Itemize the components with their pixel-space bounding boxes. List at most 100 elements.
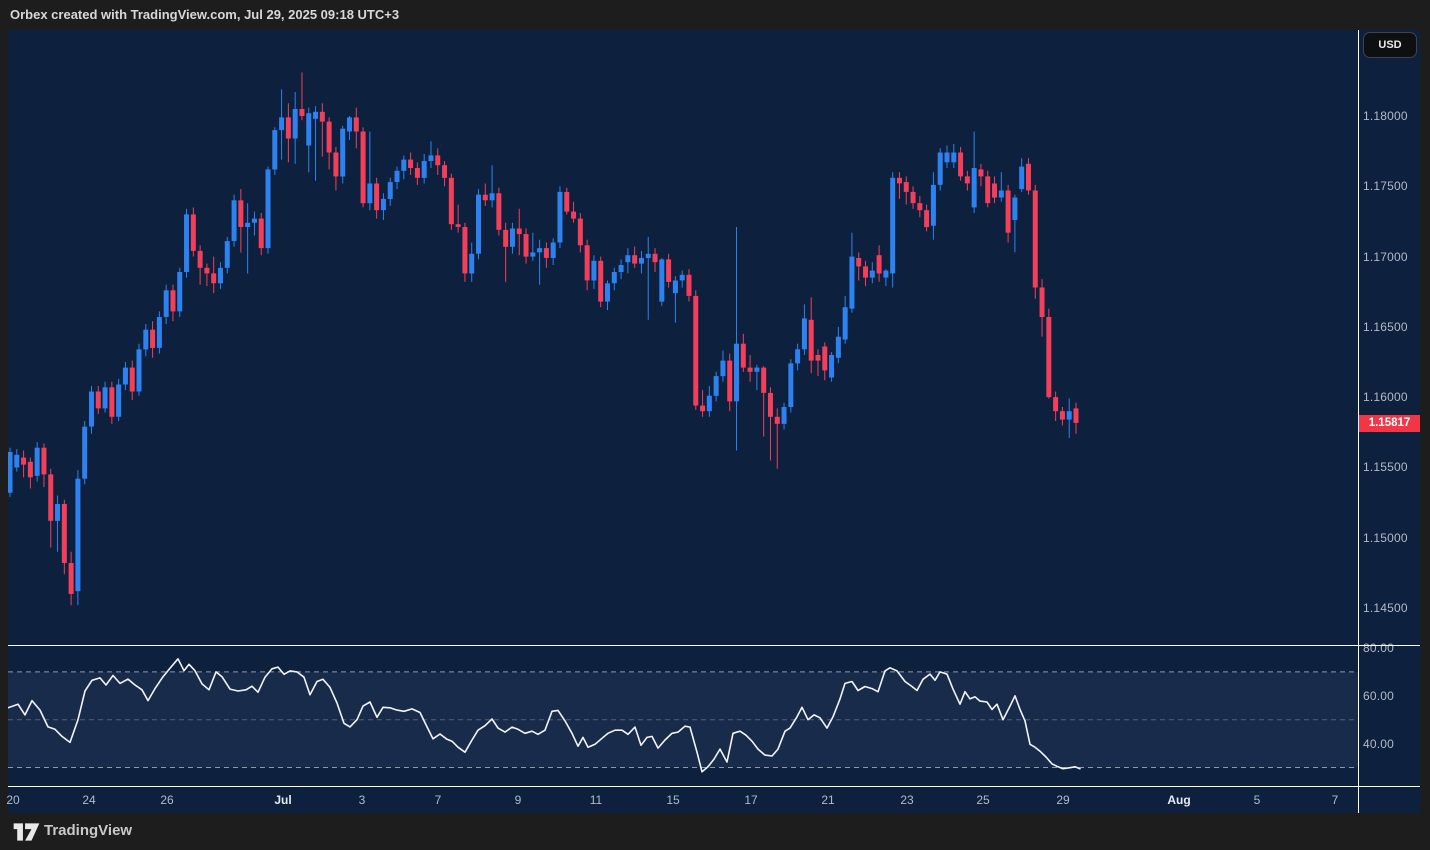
candle-body-down [61,504,67,563]
candle-body-down [727,360,733,402]
candle-wick [321,103,323,157]
candle-body-up [82,426,88,479]
candle-body-up [306,113,312,146]
candle-wick [647,236,649,320]
candle-body-up [530,252,536,257]
candle-body-up [116,384,122,417]
candle-wick [885,269,887,287]
candle-wick [763,366,765,437]
candle-body-down [571,211,577,219]
pane-separator-line[interactable] [8,645,1420,646]
candle-body-up [672,280,678,294]
candle-body-up [795,349,801,364]
tradingview-logo-icon[interactable] [13,822,40,842]
candle-body-down [917,203,923,211]
time-axis-label: 11 [589,793,603,807]
candle-body-up [346,117,352,132]
candle-body-down [448,177,454,225]
time-axis-label: 25 [976,793,990,807]
candle-wick [301,72,303,121]
candle-body-down [516,228,522,235]
candle-body-down [190,214,196,251]
candlestick-chart[interactable] [8,30,1358,645]
candle-body-up [625,255,631,263]
candle-wick [491,165,493,208]
candle-body-down [333,152,339,177]
candle-body-up [469,253,475,274]
candle-body-down [238,200,244,227]
candle-body-up [706,395,712,412]
candle-body-up [279,117,285,131]
time-axis-label: 7 [434,793,442,807]
candle-body-up [245,222,251,227]
price-axis-label: 1.15000 [1363,530,1408,545]
time-axis-label: 20 [6,793,20,807]
candle-body-up [605,283,610,302]
candle-body-down [503,229,509,247]
candle-body-up [102,387,108,409]
price-axis[interactable]: 1.18000 1.17500 1.17000 1.16500 1.16000 1.155… [1359,30,1420,813]
price-axis-border-line [1358,30,1359,813]
candle-body-down [258,218,264,249]
candle-body-up [842,307,848,340]
candle-body-up [265,169,271,249]
candle-body-down [129,367,135,392]
candle-body-down [21,457,27,465]
candle-body-up [550,242,556,258]
candle-body-down [109,387,115,417]
candle-body-up [829,355,835,378]
candle-body-up [428,155,434,161]
candle-body-up [8,452,13,493]
candle-body-up [224,241,230,268]
rsi-indicator-pane[interactable] [8,646,1358,786]
candle-body-down [285,117,291,139]
time-axis-label: 3 [358,793,366,807]
candle-body-down [197,250,203,268]
candle-body-down [584,245,590,281]
candle-body-up [801,318,807,350]
candle-body-up [489,193,495,201]
candle-body-up [292,109,298,139]
candle-wick [253,211,255,236]
chart-background [8,30,1420,813]
candle-body-down [496,193,502,230]
time-axis[interactable]: 20 24 26 Jul 3 7 9 11 15 17 21 23 25 29 Aug 5 7 [6,787,1358,813]
candle-body-up [1066,411,1072,420]
price-axis-label: 1.15500 [1363,460,1408,475]
candle-body-down [353,117,359,132]
candle-body-down [856,258,862,267]
candle-wick [206,263,208,287]
candle-wick [769,387,771,461]
header-bar: Orbex created with TradingView.com, Jul … [0,0,1430,30]
candle-body-up [367,183,373,204]
candle-body-down [170,290,176,312]
candle-body-up [184,214,190,272]
currency-badge[interactable]: USD [1363,32,1417,58]
candle-body-down [1073,408,1079,423]
candle-body-up [645,253,651,258]
rsi-axis-label: 60.00 [1363,688,1395,703]
candle-body-down [27,461,33,478]
candle-wick [57,495,59,552]
candle-body-up [163,290,169,317]
candle-body-down [808,319,814,361]
price-axis-label: 1.16000 [1363,390,1408,405]
candle-body-up [890,177,896,274]
candle-body-down [435,155,441,166]
candle-body-down [68,563,74,594]
candle-body-up [611,272,617,284]
candle-body-up [75,478,81,592]
candle-wick [315,106,317,181]
candle-body-up [217,267,223,284]
time-axis-separator-line [8,786,1420,787]
candle-wick [776,408,778,469]
candle-wick [369,131,371,211]
candle-body-up [387,182,393,199]
candle-body-down [1039,287,1045,317]
candle-body-down [523,234,529,257]
chart-attribution-title: Orbex created with TradingView.com, Jul … [10,7,400,22]
candle-body-up [951,152,957,163]
candle-body-down [48,474,54,521]
candle-body-up [1019,166,1025,190]
